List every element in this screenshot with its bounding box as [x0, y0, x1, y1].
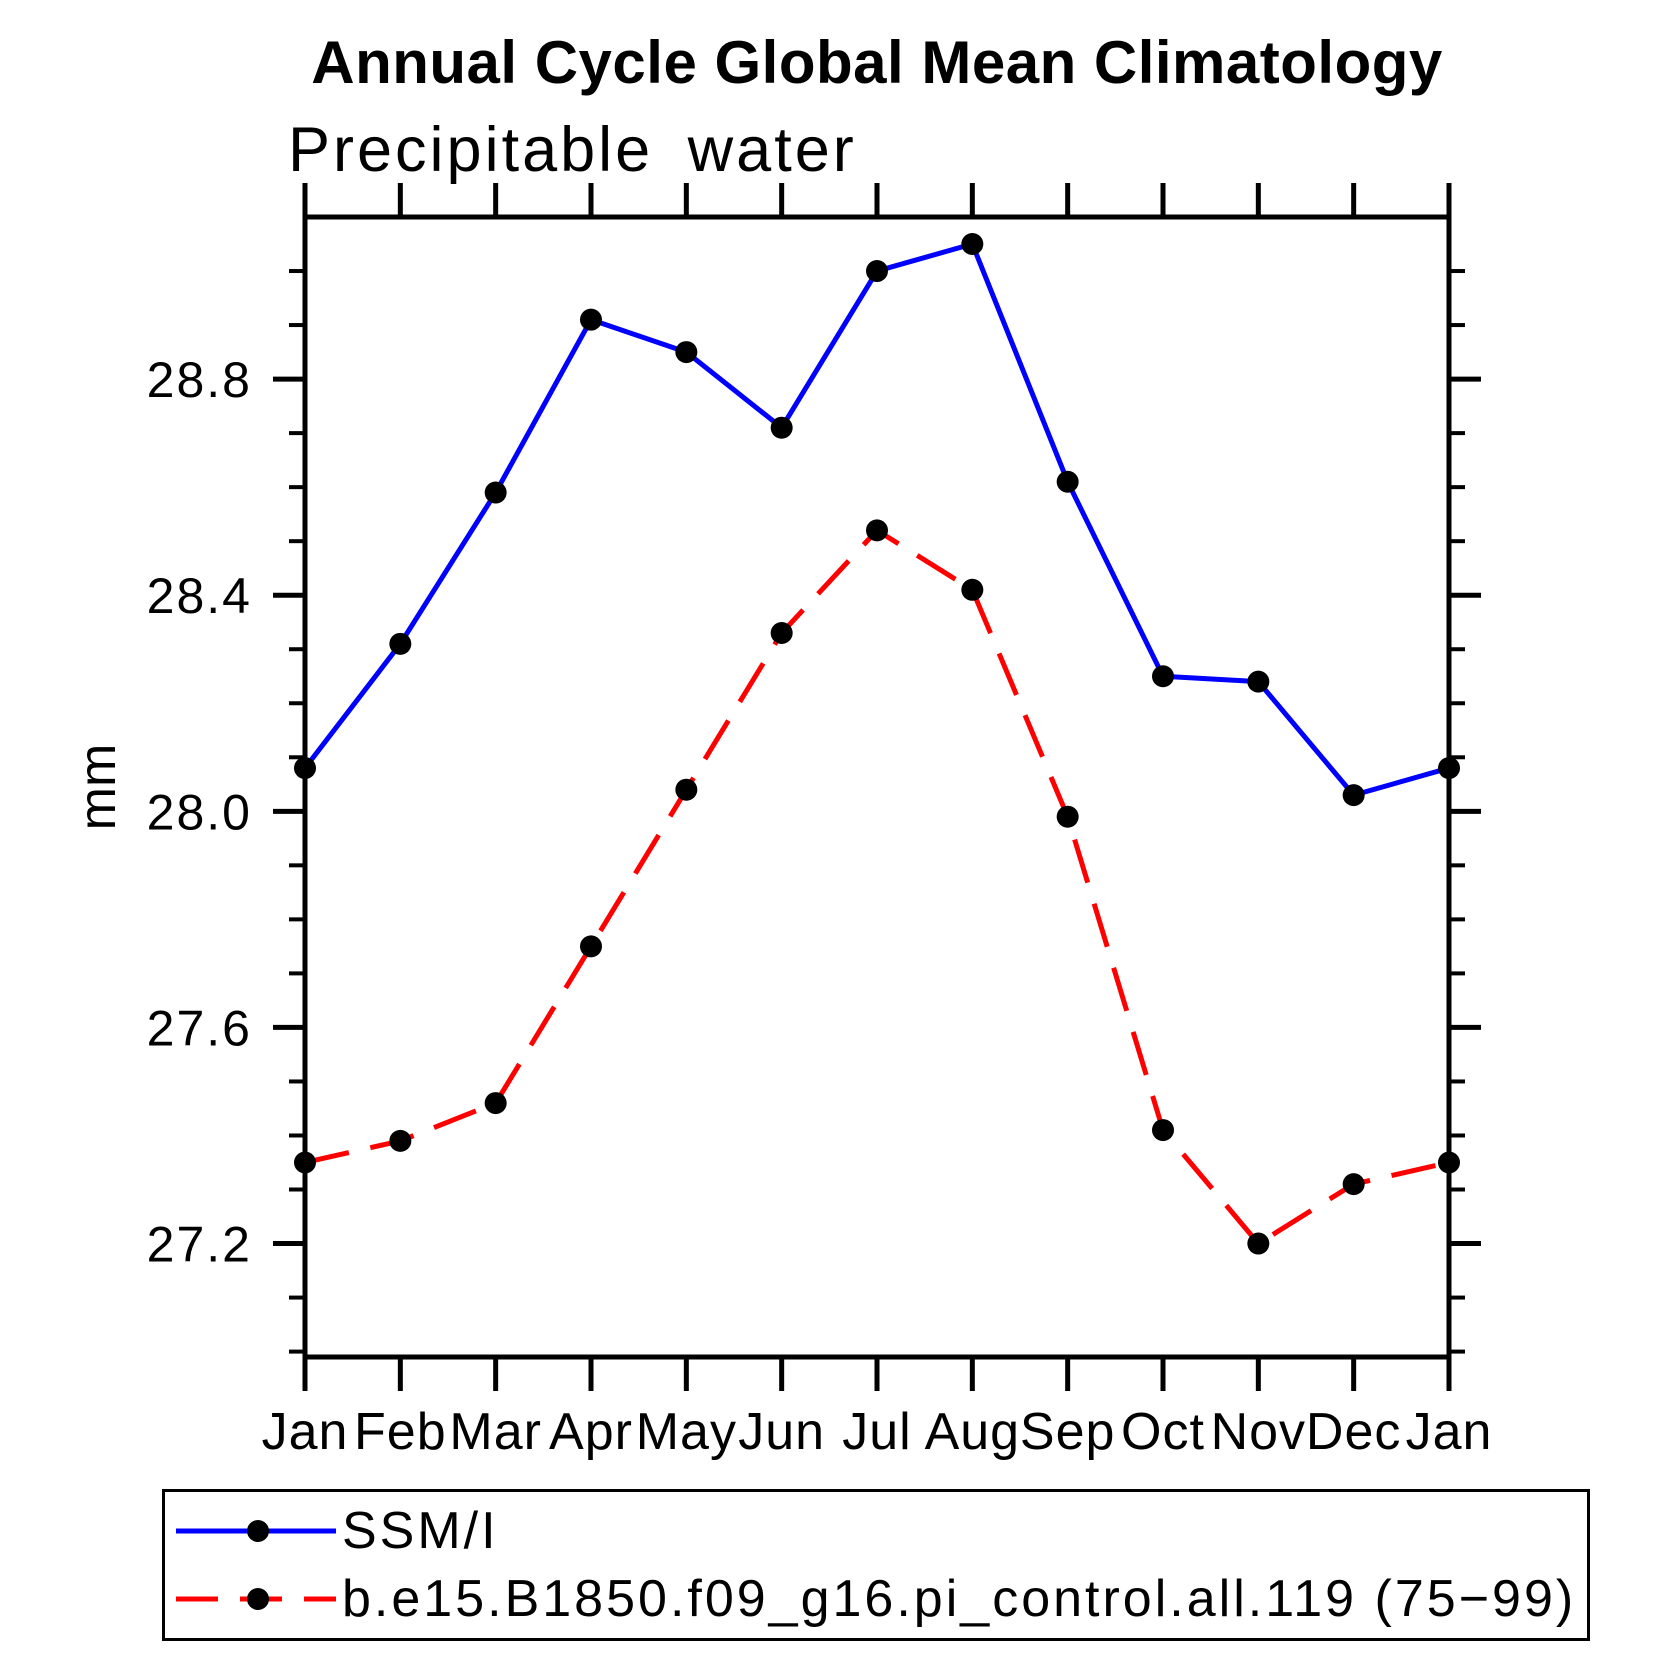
data-point-marker-0 — [1247, 670, 1270, 693]
legend-line-sample-solid — [176, 1520, 336, 1543]
chart-subtitle: Precipitable water — [288, 115, 857, 185]
data-point-marker-1 — [1342, 1173, 1365, 1196]
x-tick-label: Jul — [842, 1403, 911, 1461]
legend-row-observation: SSM/I — [165, 1502, 1587, 1561]
series-line-1 — [304, 527, 1450, 1247]
data-point-marker-0 — [389, 632, 412, 655]
legend-row-model: b.e15.B1850.f09_g16.pi_control.all.119 (… — [165, 1569, 1587, 1628]
data-point-marker-0 — [1342, 784, 1365, 807]
data-point-marker-1 — [866, 519, 888, 542]
x-tick-label: Jan — [1406, 1403, 1493, 1461]
legend-marker-dot-icon — [247, 1520, 269, 1543]
x-tick-label: Dec — [1306, 1403, 1401, 1461]
y-tick-label: 28.4 — [147, 568, 252, 624]
data-point-marker-0 — [961, 233, 984, 256]
legend-label-model: b.e15.B1850.f09_g16.pi_control.all.119 (… — [342, 1569, 1577, 1628]
x-tick-label: Mar — [449, 1403, 542, 1461]
x-tick-label: Apr — [549, 1403, 633, 1461]
data-point-marker-1 — [770, 622, 793, 645]
y-tick-label: 28.0 — [147, 784, 252, 840]
data-point-marker-1 — [961, 578, 984, 601]
x-tick-label: May — [636, 1403, 737, 1461]
data-point-marker-1 — [294, 1151, 316, 1174]
legend-box: SSM/I b.e15.B1850.f09_g16.pi_control.all… — [162, 1489, 1590, 1641]
y-tick-label: 27.6 — [147, 1000, 252, 1056]
legend-line-sample-dashed — [176, 1587, 336, 1610]
data-point-marker-1 — [1056, 805, 1079, 828]
legend-marker-dot-icon — [247, 1587, 269, 1610]
x-tick-label: Sep — [1020, 1403, 1116, 1461]
data-point-marker-1 — [1247, 1232, 1270, 1255]
data-point-marker-1 — [389, 1129, 412, 1152]
plot-box — [302, 214, 1452, 1360]
chart-title: Annual Cycle Global Mean Climatology — [311, 29, 1443, 96]
data-point-marker-0 — [866, 260, 888, 283]
data-point-marker-0 — [580, 308, 602, 331]
y-tick-label: 28.8 — [147, 352, 252, 408]
data-point-marker-1 — [484, 1092, 507, 1115]
data-point-marker-0 — [1152, 665, 1174, 688]
data-point-marker-1 — [1152, 1119, 1174, 1142]
data-point-marker-0 — [675, 341, 698, 364]
x-tick-label: Jan — [262, 1403, 349, 1461]
data-point-marker-1 — [580, 935, 602, 958]
data-point-marker-0 — [770, 416, 793, 439]
x-tick-label: Feb — [354, 1403, 447, 1461]
x-tick-label: Nov — [1211, 1403, 1306, 1461]
legend-label-observation: SSM/I — [342, 1502, 499, 1561]
data-point-marker-0 — [1056, 470, 1079, 493]
data-point-marker-1 — [1438, 1151, 1460, 1174]
data-point-marker-0 — [1438, 757, 1460, 780]
y-tick-label: 27.2 — [147, 1217, 252, 1273]
data-point-marker-1 — [675, 778, 698, 801]
x-tick-label: Jun — [738, 1403, 825, 1461]
data-point-marker-0 — [484, 481, 507, 504]
x-tick-label: Aug — [925, 1403, 1021, 1461]
x-tick-label: Oct — [1121, 1403, 1205, 1461]
data-point-marker-0 — [294, 757, 316, 780]
